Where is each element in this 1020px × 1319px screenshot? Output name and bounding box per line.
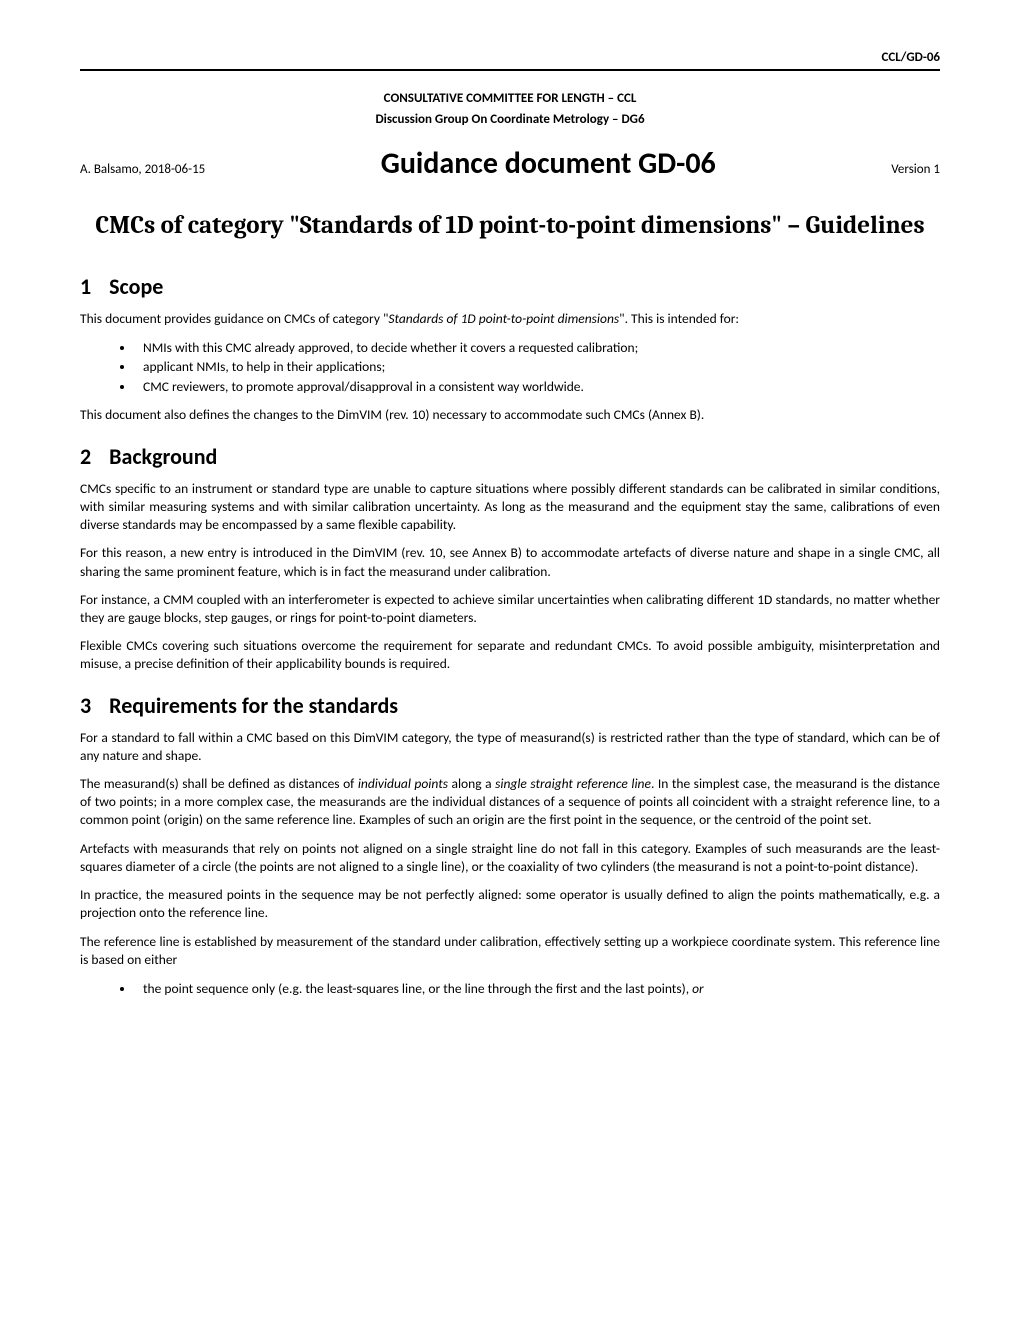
list-item: CMC reviewers, to promote approval/disap… (135, 377, 940, 397)
req-bullet-or: or (692, 980, 704, 997)
section-number: 3 (80, 692, 91, 719)
scope-closing-text: This document also defines the changes t… (80, 406, 940, 424)
main-title: CMCs of category "Standards of 1D point-… (80, 210, 940, 243)
author-date: A. Balsamo, 2018-06-15 (80, 162, 205, 177)
document-header-code: CCL/GD-06 (80, 50, 940, 65)
list-item: NMIs with this CMC already approved, to … (135, 338, 940, 358)
scope-bullet-list: NMIs with this CMC already approved, to … (135, 338, 940, 397)
scope-intro-end: ". This is intended for: (619, 310, 739, 327)
req-p2-italic2: single straight reference line (495, 775, 651, 792)
committee-title: CONSULTATIVE COMMITTEE FOR LENGTH – CCL (80, 91, 940, 106)
requirements-p4: In practice, the measured points in the … (80, 886, 940, 922)
req-bullet-text: the point sequence only (e.g. the least-… (143, 980, 692, 997)
section-number: 1 (80, 273, 91, 300)
section-heading-requirements: 3 Requirements for the standards (80, 692, 940, 719)
section-number: 2 (80, 443, 91, 470)
section-heading-background: 2 Background (80, 443, 940, 470)
scope-intro-italic: Standards of 1D point-to-point dimension… (388, 310, 619, 327)
list-item: the point sequence only (e.g. the least-… (135, 979, 940, 999)
section-heading-scope: 1 Scope (80, 273, 940, 300)
section-title-text: Scope (109, 273, 163, 300)
requirements-bullet-list: the point sequence only (e.g. the least-… (135, 979, 940, 999)
requirements-p2: The measurand(s) shall be defined as dis… (80, 775, 940, 830)
header-divider (80, 69, 940, 71)
req-p2-b: along a (448, 775, 495, 792)
requirements-p1: For a standard to fall within a CMC base… (80, 729, 940, 765)
req-p2-a: The measurand(s) shall be defined as dis… (80, 775, 358, 792)
guidance-title: Guidance document GD-06 (205, 145, 891, 182)
background-p2: For this reason, a new entry is introduc… (80, 544, 940, 580)
background-p3: For instance, a CMM coupled with an inte… (80, 591, 940, 627)
scope-intro-text: This document provides guidance on CMCs … (80, 310, 940, 328)
version-label: Version 1 (891, 162, 940, 177)
requirements-p3: Artefacts with measurands that rely on p… (80, 840, 940, 876)
scope-intro-start: This document provides guidance on CMCs … (80, 310, 388, 327)
doc-title-row: A. Balsamo, 2018-06-15 Guidance document… (80, 145, 940, 182)
section-title-text: Requirements for the standards (109, 692, 398, 719)
requirements-p5: The reference line is established by mea… (80, 933, 940, 969)
section-title-text: Background (109, 443, 217, 470)
list-item: applicant NMIs, to help in their applica… (135, 357, 940, 377)
background-p1: CMCs specific to an instrument or standa… (80, 480, 940, 535)
discussion-group-title: Discussion Group On Coordinate Metrology… (80, 112, 940, 127)
req-p2-italic1: individual points (358, 775, 448, 792)
background-p4: Flexible CMCs covering such situations o… (80, 637, 940, 673)
